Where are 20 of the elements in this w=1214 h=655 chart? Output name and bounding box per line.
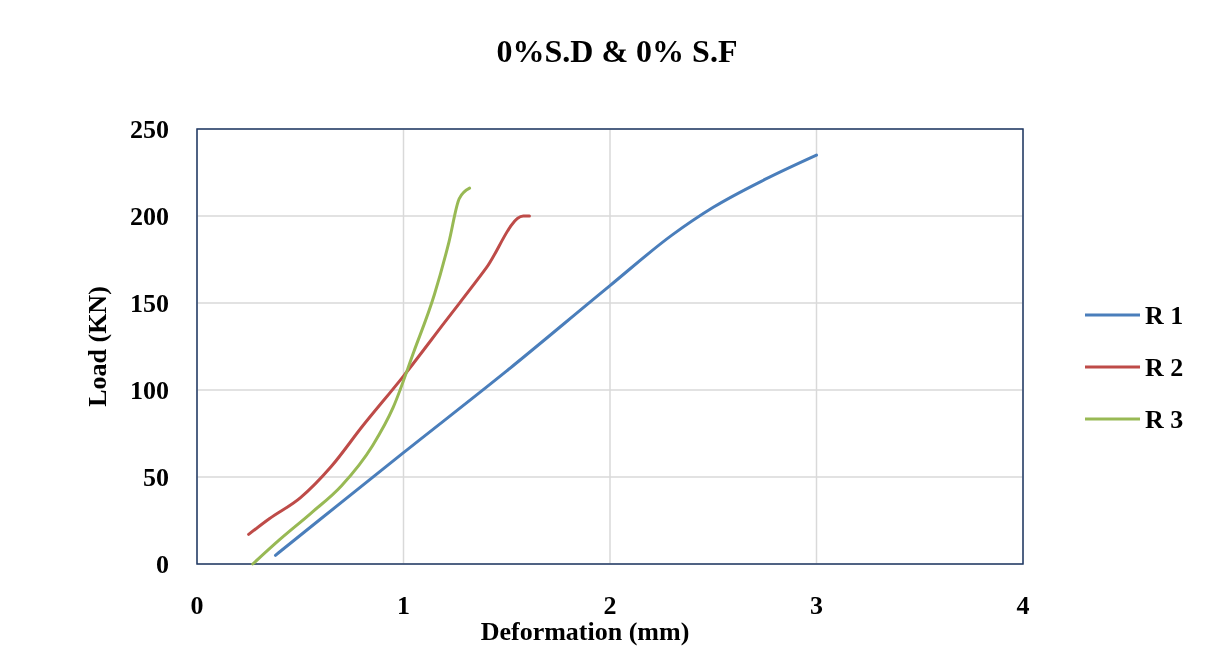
x-tick-label: 4 [1016,591,1030,620]
y-tick-label: 50 [143,463,169,492]
legend-label: R 2 [1145,353,1184,382]
x-axis-title: Deformation (mm) [480,617,690,646]
x-tick-label: 2 [603,591,617,620]
y-tick-label: 200 [130,202,169,231]
x-tick-label: 1 [397,591,410,620]
x-tick-label: 3 [810,591,823,620]
y-tick-label: 100 [130,376,169,405]
legend-label: R 1 [1145,301,1184,330]
y-tick-label: 0 [156,550,169,579]
line-series [273,153,818,557]
y-tick-label: 150 [130,289,169,318]
y-tick-label: 250 [130,115,169,144]
line-series [247,214,531,536]
line-series [251,186,472,566]
x-tick-label: 0 [190,591,204,620]
y-axis-title: Load (KN) [83,286,112,407]
legend-label: R 3 [1145,405,1184,434]
chart-title: 0%S.D & 0% S.F [496,33,738,69]
